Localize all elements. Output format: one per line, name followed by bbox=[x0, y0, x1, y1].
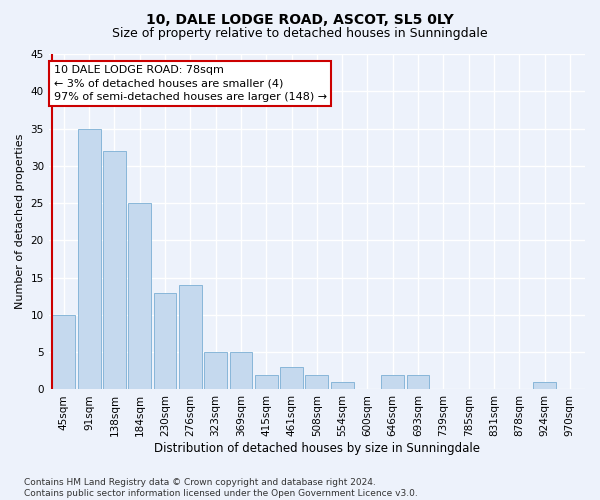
Bar bbox=[128, 203, 151, 390]
Bar bbox=[280, 367, 303, 390]
X-axis label: Distribution of detached houses by size in Sunningdale: Distribution of detached houses by size … bbox=[154, 442, 480, 455]
Text: 10, DALE LODGE ROAD, ASCOT, SL5 0LY: 10, DALE LODGE ROAD, ASCOT, SL5 0LY bbox=[146, 12, 454, 26]
Bar bbox=[305, 374, 328, 390]
Bar bbox=[331, 382, 353, 390]
Bar bbox=[204, 352, 227, 390]
Bar bbox=[533, 382, 556, 390]
Bar bbox=[103, 151, 126, 390]
Bar bbox=[78, 128, 101, 390]
Text: 10 DALE LODGE ROAD: 78sqm
← 3% of detached houses are smaller (4)
97% of semi-de: 10 DALE LODGE ROAD: 78sqm ← 3% of detach… bbox=[54, 65, 327, 102]
Bar bbox=[154, 292, 176, 390]
Text: Contains HM Land Registry data © Crown copyright and database right 2024.
Contai: Contains HM Land Registry data © Crown c… bbox=[24, 478, 418, 498]
Y-axis label: Number of detached properties: Number of detached properties bbox=[15, 134, 25, 310]
Text: Size of property relative to detached houses in Sunningdale: Size of property relative to detached ho… bbox=[112, 28, 488, 40]
Bar bbox=[179, 285, 202, 390]
Bar bbox=[407, 374, 430, 390]
Bar bbox=[382, 374, 404, 390]
Bar bbox=[230, 352, 253, 390]
Bar bbox=[52, 315, 75, 390]
Bar bbox=[255, 374, 278, 390]
